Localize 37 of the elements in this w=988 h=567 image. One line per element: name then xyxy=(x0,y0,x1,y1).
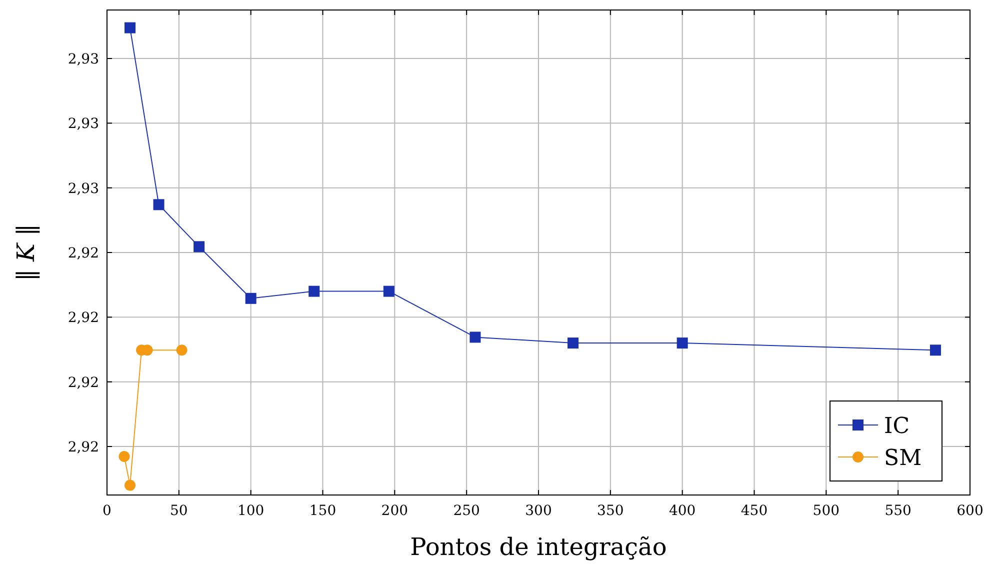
x-tick-label: 550 xyxy=(884,503,912,519)
x-tick-label: 500 xyxy=(812,503,840,519)
point xyxy=(194,241,205,252)
point xyxy=(676,338,688,349)
point xyxy=(470,332,481,343)
point xyxy=(124,22,136,34)
x-tick-label: 450 xyxy=(740,503,768,519)
point xyxy=(118,451,130,462)
y-tick-label: 2,93 xyxy=(68,180,99,197)
x-tick-label: 50 xyxy=(170,503,188,519)
legend-label: IC xyxy=(884,414,910,439)
point xyxy=(383,286,394,297)
x-tick-label: 350 xyxy=(597,503,624,519)
y-tick-label: 2,93 xyxy=(68,116,99,132)
y-tick-label: 2,92 xyxy=(68,374,99,391)
x-tick-label: 600 xyxy=(956,503,984,519)
legend-label: SM xyxy=(884,446,922,471)
point xyxy=(245,292,256,304)
point xyxy=(568,338,579,349)
x-tick-label: 200 xyxy=(381,503,408,519)
x-tick-label: 150 xyxy=(309,503,336,519)
y-tick-label: 2,92 xyxy=(68,440,99,456)
point xyxy=(930,344,941,356)
x-axis-title: Pontos de integração xyxy=(410,533,667,561)
point xyxy=(308,286,320,297)
y-tick-label: 2,92 xyxy=(68,310,99,326)
point xyxy=(153,199,164,210)
y-tick-label: 2,92 xyxy=(68,246,99,262)
x-tick-label: 100 xyxy=(237,503,264,519)
x-tick-label: 0 xyxy=(102,503,112,519)
y-tick-label: 2,93 xyxy=(68,52,99,68)
x-tick-label: 300 xyxy=(525,503,552,519)
point xyxy=(176,344,188,356)
point xyxy=(124,480,136,491)
x-tick-label: 400 xyxy=(668,503,696,519)
y-axis-title: ‖ K ‖ xyxy=(12,224,40,282)
x-tick-label: 250 xyxy=(453,503,480,519)
